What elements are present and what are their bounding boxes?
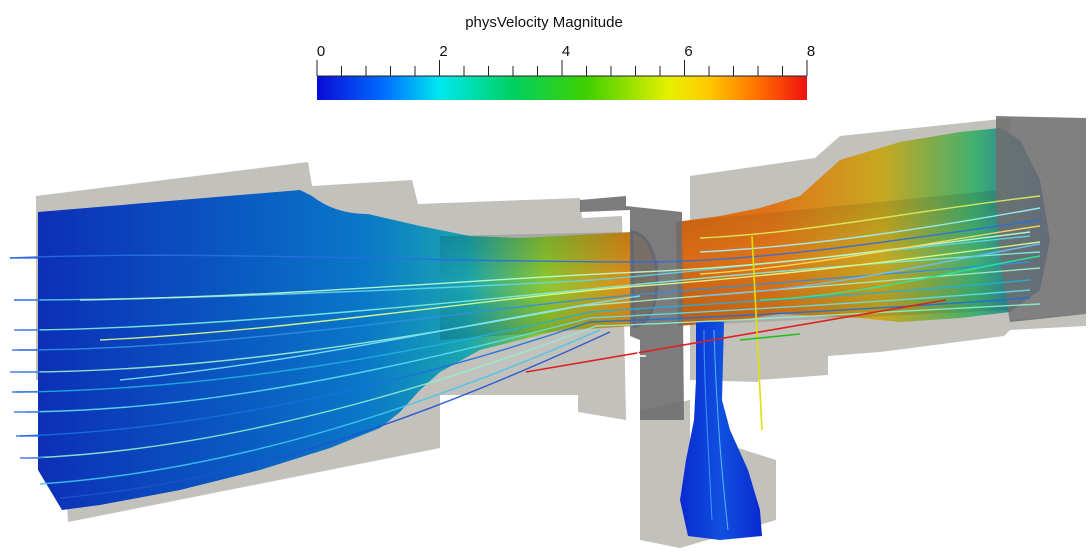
colorbar: 0 2 4 6 8 [316, 43, 815, 100]
flow-region-stem [680, 322, 762, 540]
colorbar-gradient [317, 76, 807, 100]
colorbar-tick-label: 4 [562, 43, 570, 60]
colorbar-ticks [316, 60, 808, 77]
axes-gizmo[interactable] [525, 235, 947, 431]
colorbar-tick-label: 6 [684, 43, 692, 60]
outlet-slice-plane [996, 116, 1086, 322]
colorbar-tick-labels: 0 2 4 6 8 [317, 43, 815, 60]
x-axis [525, 299, 947, 373]
streamlines [9, 195, 1041, 531]
center-slice-plane [580, 196, 684, 420]
colorbar-title: physVelocity Magnitude [465, 14, 623, 31]
colorbar-tick-label: 2 [439, 43, 447, 60]
z-axis [739, 333, 801, 341]
flow-field-stem [680, 322, 762, 540]
colorbar-tick-label: 0 [317, 43, 325, 60]
colorbar-tick-label: 8 [807, 43, 815, 60]
y-axis [751, 235, 763, 431]
inlet-vectors [10, 257, 44, 459]
